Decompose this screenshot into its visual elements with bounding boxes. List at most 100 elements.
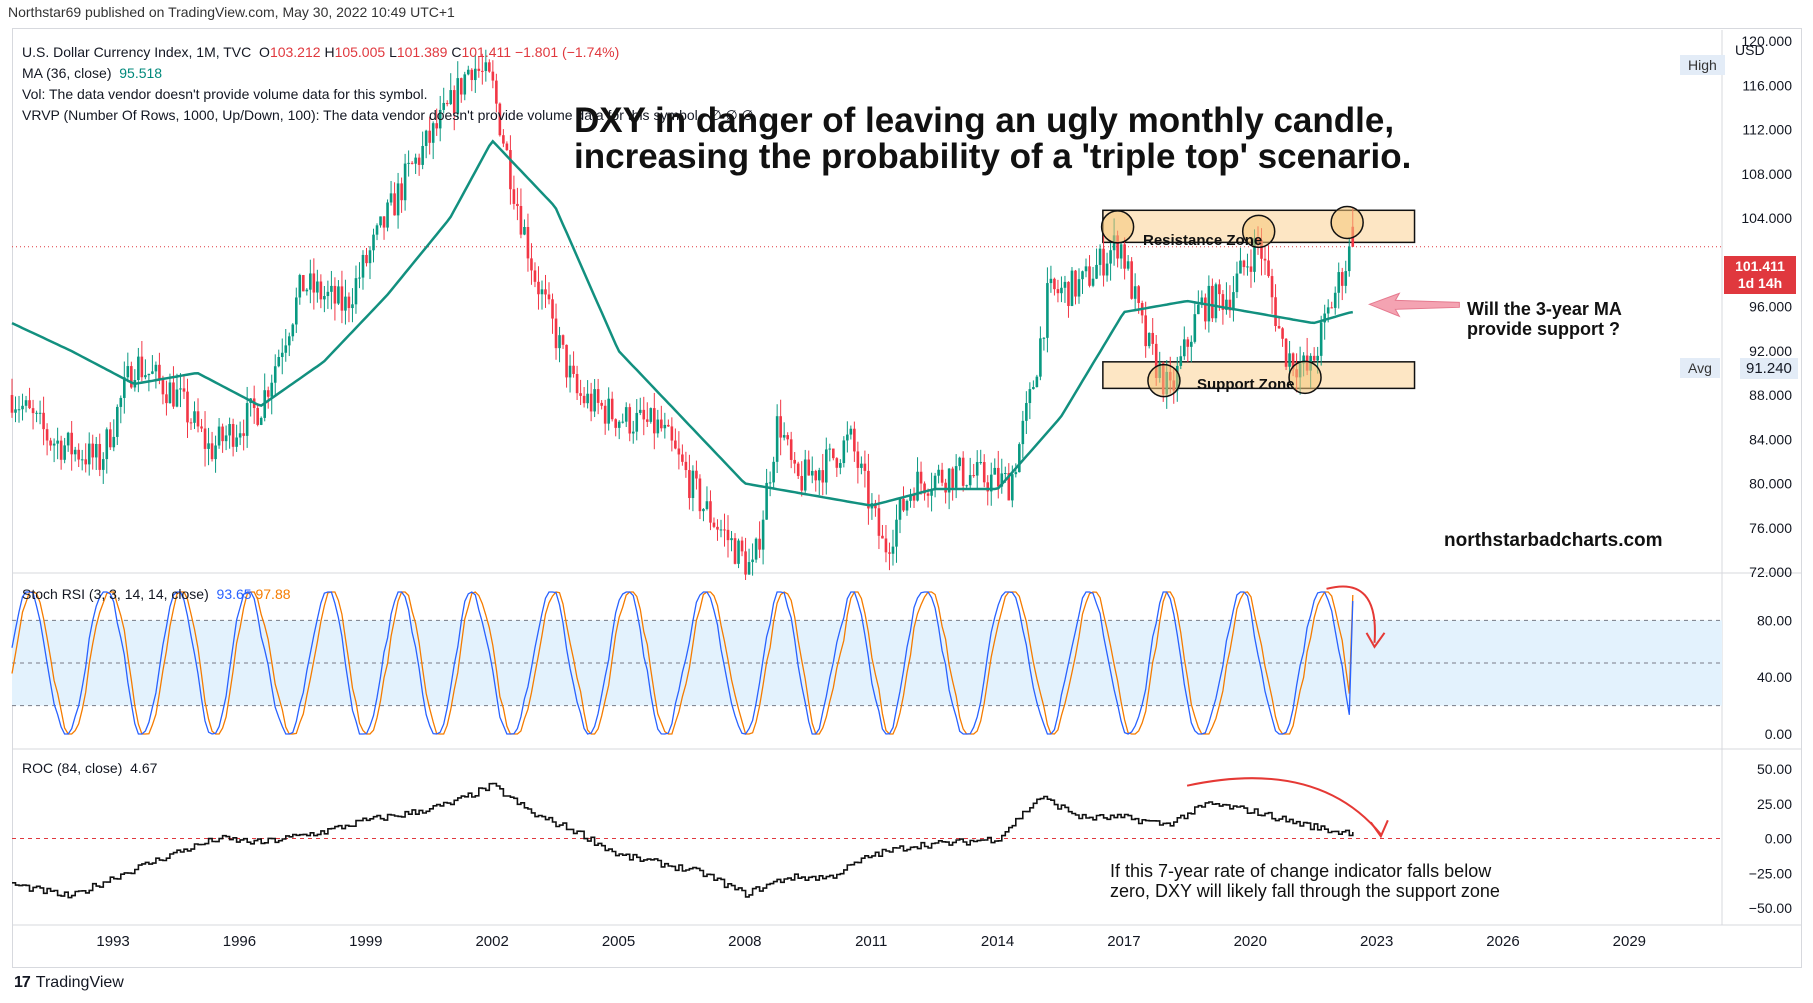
candle-body xyxy=(951,468,954,488)
candle-body xyxy=(463,74,467,95)
candle-body xyxy=(733,538,737,564)
candle-body xyxy=(631,431,635,434)
candle-body xyxy=(754,538,758,560)
roc-label: ROC (84, close) xyxy=(22,760,123,776)
candle-body xyxy=(319,281,323,300)
candle-body xyxy=(277,357,281,367)
candle-body xyxy=(1109,250,1112,264)
candle-body xyxy=(1105,263,1109,276)
price-tick-label: 84.000 xyxy=(1749,431,1792,447)
candle-body xyxy=(726,529,730,541)
candle-body xyxy=(1154,343,1158,378)
candle-body xyxy=(747,562,751,575)
axis-layer: 120.000 116.000 112.000 108.000 104.000 96.00… xyxy=(96,33,1792,950)
time-tick-label: 1993 xyxy=(96,933,129,950)
candle-body xyxy=(130,366,133,388)
roc-legend[interactable]: ROC (84, close) 4.67 xyxy=(22,760,157,776)
price-tick-label: 104.000 xyxy=(1741,210,1792,226)
candle-body xyxy=(305,289,309,292)
candle-body xyxy=(547,294,551,300)
candle-body xyxy=(856,451,860,468)
candle-body xyxy=(442,102,446,110)
last-price-tag[interactable]: 101.411 1d 14h xyxy=(1724,256,1796,294)
candle-body xyxy=(203,428,207,449)
candle-body xyxy=(186,391,189,423)
candle-body xyxy=(1330,307,1334,309)
candle-body xyxy=(996,467,1000,487)
candle-body xyxy=(1232,292,1235,311)
candle-body xyxy=(280,352,284,358)
tradingview-logo[interactable]: 17 TradingView xyxy=(14,974,124,992)
time-tick-label: 2014 xyxy=(981,933,1014,950)
candle-body xyxy=(410,162,414,164)
stoch-legend[interactable]: Stoch RSI (3, 3, 14, 14, close) 93.65 97… xyxy=(22,586,291,602)
vol-legend[interactable]: Vol: The data vendor doesn't provide vol… xyxy=(22,86,428,102)
candle-body xyxy=(424,130,428,146)
candle-body xyxy=(340,286,344,311)
time-tick-label: 2002 xyxy=(475,933,508,950)
candle-body xyxy=(628,407,632,434)
candle-body xyxy=(421,145,424,165)
candle-body xyxy=(867,470,870,509)
candle-body xyxy=(344,296,347,311)
roc-layer xyxy=(12,782,1722,899)
candle-body xyxy=(1253,238,1256,272)
stoch-label: Stoch RSI (3, 3, 14, 14, close) xyxy=(22,586,209,602)
candle-body xyxy=(323,296,326,300)
candle-body xyxy=(435,123,438,129)
stoch-layer xyxy=(11,591,1722,735)
candle-body xyxy=(105,429,109,460)
candle-body xyxy=(916,471,919,501)
candle-body xyxy=(438,109,442,129)
candle-body xyxy=(491,71,495,81)
candle-body xyxy=(512,189,516,204)
vrvp-legend[interactable]: VRVP (Number Of Rows, 1000, Up/Down, 100… xyxy=(22,107,754,124)
candle-body xyxy=(1123,244,1126,269)
candle-body xyxy=(638,409,642,413)
brand-label: TradingView xyxy=(35,974,124,991)
candle-body xyxy=(302,275,305,292)
countdown: 1d 14h xyxy=(1737,275,1783,291)
candle-body xyxy=(989,474,993,492)
price-tick-label: 88.000 xyxy=(1749,387,1792,403)
price-tick-label: 108.000 xyxy=(1741,166,1792,182)
candle-body xyxy=(31,408,35,414)
pattern-circle xyxy=(1241,214,1276,249)
candle-body xyxy=(147,373,151,376)
candle-body xyxy=(516,203,519,207)
candle-body xyxy=(351,304,354,309)
candle-body xyxy=(593,389,596,412)
candle-body xyxy=(1186,339,1190,347)
candle-body xyxy=(266,390,270,397)
candle-body xyxy=(1077,279,1081,297)
candle-body xyxy=(530,258,533,271)
candle-body xyxy=(1246,266,1249,268)
candle-body xyxy=(842,440,846,464)
candle-body xyxy=(930,489,933,496)
candle-body xyxy=(361,254,365,278)
candle-body xyxy=(17,409,21,411)
candle-body xyxy=(905,500,909,511)
candle-body xyxy=(688,470,691,499)
candle-body xyxy=(645,419,649,422)
candle-body xyxy=(1182,339,1186,357)
change-value: −1.801 (−1.74%) xyxy=(514,44,620,60)
candle-body xyxy=(1130,261,1133,299)
candle-body xyxy=(498,103,502,136)
candle-body xyxy=(70,432,73,455)
candle-body xyxy=(768,482,772,484)
time-tick-label: 1996 xyxy=(223,933,256,950)
candle-body xyxy=(660,419,663,429)
ma-legend[interactable]: MA (36, close) 95.518 xyxy=(22,65,162,81)
candle-body xyxy=(445,102,449,105)
time-tick-label: 2020 xyxy=(1234,933,1267,950)
candle-body xyxy=(961,457,965,486)
candle-body xyxy=(365,254,368,264)
candle-body xyxy=(888,552,891,554)
candle-body xyxy=(347,296,351,309)
candle-body xyxy=(877,508,881,536)
candle-body xyxy=(958,457,961,467)
candle-body xyxy=(182,388,186,392)
candle-body xyxy=(407,162,410,164)
